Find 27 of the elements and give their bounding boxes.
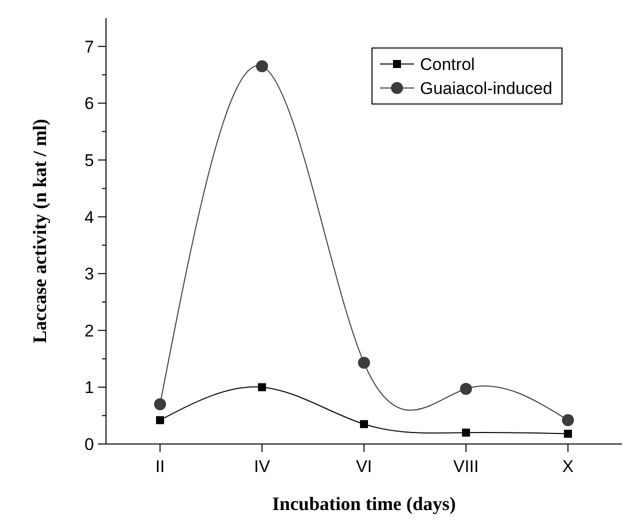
point xyxy=(562,414,574,426)
point xyxy=(256,60,268,72)
point xyxy=(462,428,470,437)
point xyxy=(358,356,370,369)
x-axis-title: Incubation time (days) xyxy=(272,494,456,515)
y-tick-label: 5 xyxy=(84,150,94,170)
legend-label: Control xyxy=(420,54,475,74)
y-axis-title: Laccase activity (n kat / ml) xyxy=(30,118,51,344)
point xyxy=(564,430,572,438)
point xyxy=(154,398,166,410)
x-tick-label: IV xyxy=(254,457,271,476)
point xyxy=(360,420,368,428)
y-tick-label: 1 xyxy=(84,378,94,398)
x-tick-label: II xyxy=(155,457,165,476)
y-tick-label: 4 xyxy=(84,208,94,227)
point xyxy=(258,383,266,392)
x-tick-label: X xyxy=(562,457,574,476)
y-tick-label: 3 xyxy=(84,264,94,284)
y-tick-label: 7 xyxy=(84,37,94,56)
x-tick-label: VIII xyxy=(453,457,479,476)
point xyxy=(156,416,164,424)
x-tick-label: VI xyxy=(356,457,372,476)
legend-label: Guaiacol-induced xyxy=(420,78,552,98)
y-tick-label: 6 xyxy=(84,94,94,114)
y-tick-label: 2 xyxy=(84,321,94,340)
point xyxy=(460,382,472,395)
y-tick-label: 0 xyxy=(84,434,94,454)
